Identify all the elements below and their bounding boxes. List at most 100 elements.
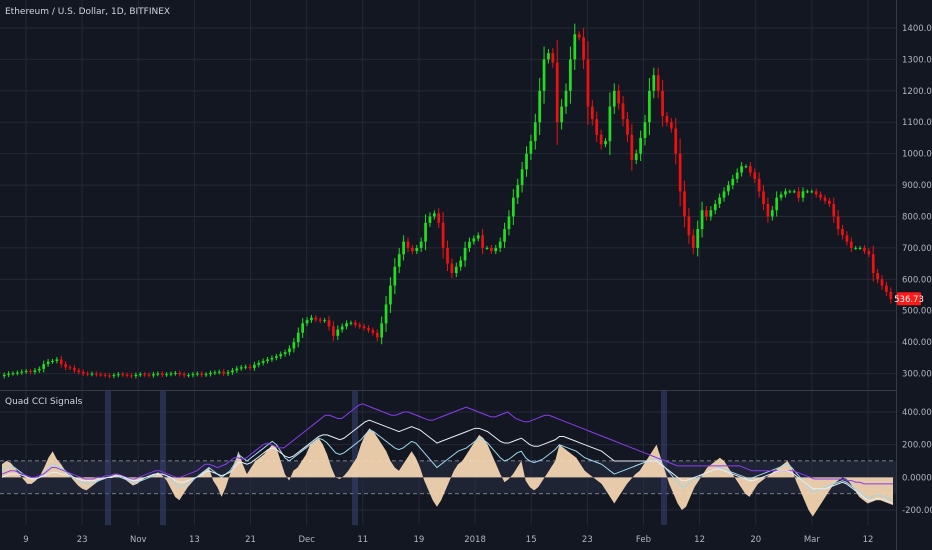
candle [555, 39, 559, 146]
candle-body [182, 374, 186, 376]
candle [863, 244, 866, 255]
candle [213, 370, 217, 376]
candle-body [871, 254, 875, 274]
candle [678, 138, 682, 207]
candle-body [731, 178, 735, 186]
candle [876, 268, 879, 284]
candle [160, 371, 164, 378]
last-price-badge-background [897, 292, 921, 306]
candle [827, 197, 831, 207]
candle [318, 317, 322, 324]
cci-axis[interactable]: 400.0000 200.0000 0.0000 -200.0000 [902, 408, 932, 516]
candle-body [362, 326, 366, 329]
candle [349, 320, 353, 326]
candle [779, 191, 783, 201]
candle-body [332, 326, 335, 336]
price-axis[interactable]: 300.00 400.00 500.00 600.00 700.00 800.00 900.… [902, 24, 932, 380]
candle [64, 361, 68, 371]
candle-body [266, 359, 269, 362]
candle-body [683, 191, 686, 217]
candle [858, 246, 862, 250]
cci-area-fill [2, 428, 893, 517]
candle-body [380, 323, 384, 338]
candle-body [784, 191, 787, 195]
candle-body [740, 166, 743, 173]
candle-body [340, 326, 344, 330]
indicator-title[interactable]: Quad CCI Signals [5, 397, 83, 407]
last-price-badge: 536.73 [894, 292, 924, 306]
candle [340, 323, 344, 333]
candle [463, 241, 467, 267]
cci-tick-label: 400.0000 [902, 408, 932, 418]
candle-body [656, 75, 660, 91]
candle [367, 325, 370, 333]
candle-body [90, 373, 94, 375]
candle [525, 146, 528, 177]
candle [402, 235, 405, 261]
candle [244, 364, 247, 370]
candle-body [314, 317, 318, 320]
candle [327, 316, 331, 331]
cci-series [1, 403, 894, 517]
candle [757, 172, 761, 198]
candle [648, 77, 651, 136]
candle [643, 114, 647, 146]
candle-body [24, 371, 28, 373]
price-tick-label: 1300.00 [902, 55, 932, 65]
signal-band [661, 391, 667, 525]
candle [687, 208, 691, 244]
candle-body [599, 134, 603, 145]
candle [854, 246, 858, 250]
candle-body [393, 266, 397, 286]
candle [446, 240, 449, 272]
candle-body [722, 191, 726, 198]
candle-body [375, 332, 379, 338]
candle [152, 371, 155, 378]
candle-body [411, 247, 414, 252]
candle [77, 367, 81, 375]
candle [748, 162, 752, 177]
candle-body [345, 323, 348, 327]
candle-body [617, 90, 621, 104]
symbol-title[interactable]: Ethereum / U.S. Dollar, 1D, BITFINEX [5, 7, 170, 17]
candle-body [797, 191, 800, 198]
candle-body [7, 373, 10, 375]
candle-body [639, 137, 642, 154]
candle [191, 371, 195, 378]
time-tick-label: 11 [357, 535, 368, 545]
candle [130, 373, 133, 379]
candle-body [191, 374, 195, 376]
candle-body [130, 375, 133, 377]
candle-body [288, 348, 291, 353]
candle [125, 372, 129, 378]
candle [705, 206, 708, 221]
candle-body [775, 197, 779, 211]
candle-body [665, 115, 669, 123]
candle-body [397, 254, 401, 267]
cci-line-white [1, 419, 894, 504]
candle-body [757, 178, 761, 192]
candle [841, 224, 844, 240]
candle-body [560, 106, 563, 123]
candle [99, 372, 103, 377]
candle [406, 237, 410, 252]
candle [766, 197, 770, 223]
candle-body [766, 203, 770, 217]
candle [727, 180, 730, 196]
candle-body [595, 119, 599, 135]
candle-body [770, 210, 774, 217]
candle [292, 338, 296, 353]
candle-body [204, 374, 208, 376]
candle-body [573, 34, 577, 60]
candle-body [310, 317, 313, 321]
candle [762, 185, 765, 211]
candle-body [459, 260, 463, 267]
time-axis[interactable]: 9 23 Nov 13 21 Dec 11 19 2018 15 23 Feb 12 20 Mar 12 [23, 535, 873, 545]
cci-tick-label: 200.0000 [902, 441, 932, 451]
candle [209, 370, 212, 377]
candle [441, 212, 445, 259]
candle [397, 247, 401, 274]
candle [511, 189, 515, 225]
candle [665, 111, 669, 127]
candle-body [353, 322, 357, 325]
